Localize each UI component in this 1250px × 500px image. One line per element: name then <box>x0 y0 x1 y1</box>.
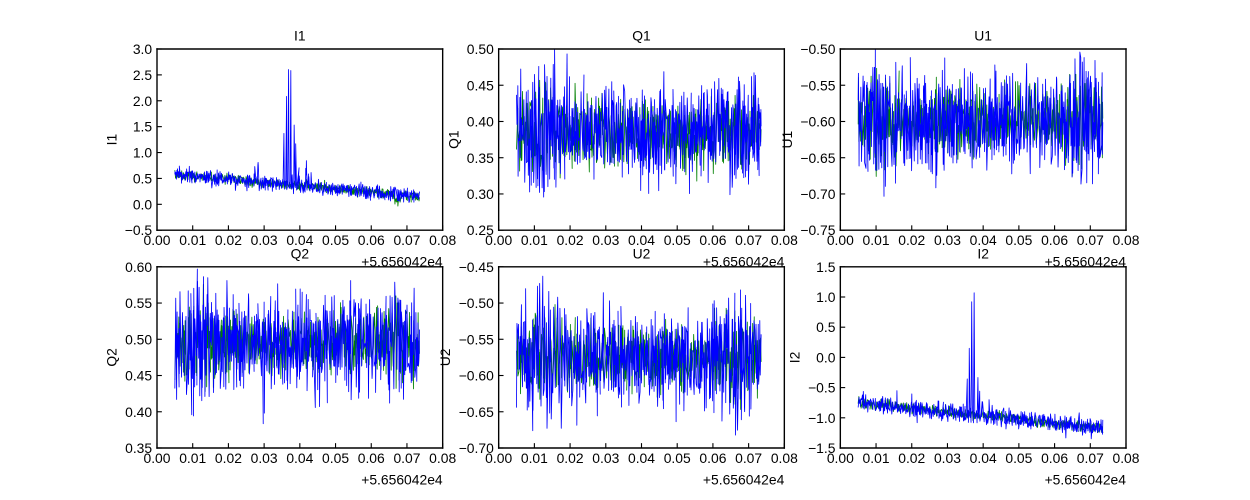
svg-text:0.06: 0.06 <box>358 450 385 466</box>
svg-text:0.05: 0.05 <box>664 450 691 466</box>
svg-text:0.07: 0.07 <box>393 232 420 248</box>
svg-text:−0.50: −0.50 <box>459 295 494 311</box>
svg-text:0.06: 0.06 <box>1041 450 1068 466</box>
svg-text:−0.60: −0.60 <box>800 114 835 130</box>
svg-text:0.55: 0.55 <box>125 295 152 311</box>
svg-text:0.02: 0.02 <box>215 232 242 248</box>
svg-text:0.40: 0.40 <box>467 114 494 130</box>
svg-text:0.05: 0.05 <box>322 232 349 248</box>
svg-text:0.07: 0.07 <box>1077 232 1104 248</box>
svg-text:0.03: 0.03 <box>592 232 619 248</box>
svg-text:−0.75: −0.75 <box>800 222 835 238</box>
svg-text:0.07: 0.07 <box>735 450 762 466</box>
svg-text:−0.65: −0.65 <box>800 150 835 166</box>
svg-text:0.03: 0.03 <box>592 450 619 466</box>
svg-text:0.30: 0.30 <box>467 186 494 202</box>
svg-text:0.08: 0.08 <box>1112 450 1139 466</box>
svg-text:−0.55: −0.55 <box>459 331 494 347</box>
svg-text:0.04: 0.04 <box>628 450 655 466</box>
svg-text:1.0: 1.0 <box>133 145 153 161</box>
svg-text:+5.656042e4: +5.656042e4 <box>703 471 785 487</box>
svg-text:0.01: 0.01 <box>863 450 890 466</box>
svg-text:0.0: 0.0 <box>133 196 153 212</box>
svg-text:0.07: 0.07 <box>735 232 762 248</box>
svg-text:+5.656042e4: +5.656042e4 <box>1045 471 1127 487</box>
svg-text:1.5: 1.5 <box>816 259 836 275</box>
svg-text:0.01: 0.01 <box>179 450 206 466</box>
svg-text:0.25: 0.25 <box>467 222 494 238</box>
svg-text:U1: U1 <box>779 130 795 148</box>
svg-text:2.0: 2.0 <box>133 93 153 109</box>
svg-text:0.35: 0.35 <box>125 440 152 456</box>
svg-text:2.5: 2.5 <box>133 67 153 83</box>
svg-text:0.02: 0.02 <box>898 450 925 466</box>
svg-text:−0.65: −0.65 <box>459 404 494 420</box>
svg-text:U1: U1 <box>974 28 992 44</box>
svg-text:0.06: 0.06 <box>699 450 726 466</box>
svg-text:0.35: 0.35 <box>467 150 494 166</box>
svg-text:0.06: 0.06 <box>699 232 726 248</box>
svg-text:−0.55: −0.55 <box>800 77 835 93</box>
svg-text:−0.50: −0.50 <box>800 41 835 57</box>
svg-text:−0.45: −0.45 <box>459 259 494 275</box>
svg-text:I1: I1 <box>103 134 119 146</box>
svg-text:0.08: 0.08 <box>429 450 456 466</box>
svg-text:0.01: 0.01 <box>521 450 548 466</box>
svg-text:U2: U2 <box>437 348 453 366</box>
svg-text:0.05: 0.05 <box>1005 232 1032 248</box>
svg-text:0.45: 0.45 <box>467 77 494 93</box>
svg-text:0.02: 0.02 <box>557 450 584 466</box>
svg-text:0.07: 0.07 <box>393 450 420 466</box>
svg-text:0.04: 0.04 <box>286 450 313 466</box>
svg-text:−0.5: −0.5 <box>808 380 836 396</box>
svg-text:0.03: 0.03 <box>934 450 961 466</box>
svg-text:0.02: 0.02 <box>898 232 925 248</box>
svg-text:−1.0: −1.0 <box>808 410 836 426</box>
svg-text:I1: I1 <box>294 28 306 44</box>
svg-text:0.5: 0.5 <box>816 319 836 335</box>
svg-text:0.0: 0.0 <box>816 349 836 365</box>
svg-text:0.02: 0.02 <box>557 232 584 248</box>
svg-text:Q2: Q2 <box>104 348 120 367</box>
svg-text:0.02: 0.02 <box>215 450 242 466</box>
svg-text:0.50: 0.50 <box>125 331 152 347</box>
svg-text:Q1: Q1 <box>632 28 651 44</box>
svg-text:1.0: 1.0 <box>816 289 836 305</box>
svg-text:0.03: 0.03 <box>251 450 278 466</box>
svg-text:0.01: 0.01 <box>863 232 890 248</box>
svg-text:−0.5: −0.5 <box>125 222 153 238</box>
svg-text:0.03: 0.03 <box>934 232 961 248</box>
svg-text:0.08: 0.08 <box>771 450 798 466</box>
svg-text:0.06: 0.06 <box>1041 232 1068 248</box>
svg-text:0.01: 0.01 <box>521 232 548 248</box>
svg-text:−0.60: −0.60 <box>459 368 494 384</box>
svg-text:−0.70: −0.70 <box>459 440 494 456</box>
svg-text:I2: I2 <box>977 245 989 261</box>
svg-text:Q2: Q2 <box>291 245 310 261</box>
svg-text:0.06: 0.06 <box>358 232 385 248</box>
svg-text:0.45: 0.45 <box>125 368 152 384</box>
svg-text:0.08: 0.08 <box>771 232 798 248</box>
svg-text:0.50: 0.50 <box>467 41 494 57</box>
svg-text:0.04: 0.04 <box>970 450 997 466</box>
svg-text:−1.5: −1.5 <box>808 440 836 456</box>
svg-text:0.05: 0.05 <box>322 450 349 466</box>
svg-text:0.08: 0.08 <box>1112 232 1139 248</box>
svg-text:0.5: 0.5 <box>133 170 153 186</box>
svg-text:0.60: 0.60 <box>125 259 152 275</box>
svg-text:3.0: 3.0 <box>133 41 153 57</box>
svg-text:0.03: 0.03 <box>251 232 278 248</box>
svg-text:1.5: 1.5 <box>133 119 153 135</box>
svg-text:−0.70: −0.70 <box>800 186 835 202</box>
svg-text:0.07: 0.07 <box>1077 450 1104 466</box>
svg-text:0.40: 0.40 <box>125 404 152 420</box>
svg-text:0.05: 0.05 <box>1005 450 1032 466</box>
svg-text:0.05: 0.05 <box>664 232 691 248</box>
svg-text:I2: I2 <box>787 351 803 363</box>
svg-text:0.08: 0.08 <box>429 232 456 248</box>
svg-text:U2: U2 <box>633 245 651 261</box>
svg-text:+5.656042e4: +5.656042e4 <box>361 471 443 487</box>
svg-text:Q1: Q1 <box>445 130 461 149</box>
svg-text:0.01: 0.01 <box>179 232 206 248</box>
